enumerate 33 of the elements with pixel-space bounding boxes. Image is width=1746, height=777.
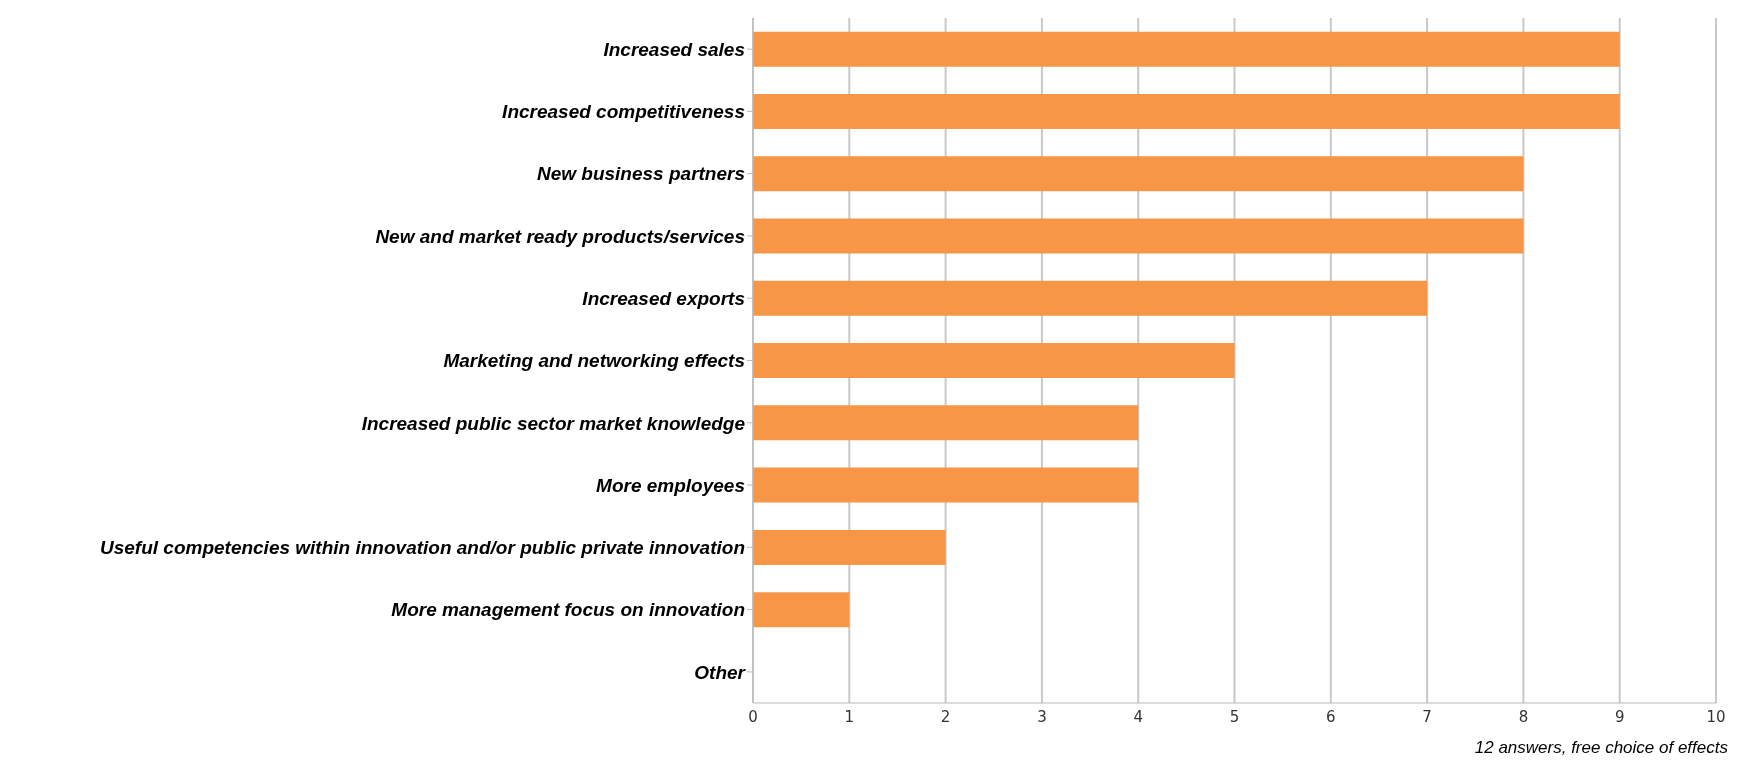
bar (753, 467, 1139, 503)
bar (753, 529, 946, 565)
x-tick-label: 0 (748, 707, 758, 726)
bar (753, 280, 1428, 316)
y-tick-label: Marketing and networking effects (443, 350, 745, 372)
y-tick-label: Increased public sector market knowledge (361, 412, 746, 434)
y-tick-label: New and market ready products/services (375, 225, 745, 247)
x-tick-label: 10 (1706, 707, 1726, 726)
x-tick-label: 2 (940, 707, 951, 726)
bar (753, 592, 850, 628)
bar (753, 218, 1524, 254)
y-tick-label: More employees (596, 474, 745, 496)
bar (753, 31, 1620, 67)
x-tick-label: 9 (1614, 707, 1625, 726)
x-tick-label: 6 (1326, 707, 1336, 726)
y-tick-label: More management focus on innovation (391, 599, 745, 621)
y-tick-label: New business partners (536, 163, 745, 185)
bar (753, 343, 1235, 379)
x-tick-label: 7 (1422, 707, 1432, 726)
x-tick-label: 8 (1518, 707, 1529, 726)
text: 12 answers, free choice of effects (1473, 738, 1728, 758)
bar (753, 156, 1524, 192)
y-tick-label: Increased exports (582, 287, 745, 309)
x-tick-label: 3 (1037, 707, 1047, 726)
y-tick-label: Other (694, 661, 747, 683)
x-tick-label: 1 (844, 707, 855, 726)
y-tick-label: Useful competencies within innovation and/or public private innovation (99, 537, 745, 559)
bar (753, 405, 1139, 441)
y-tick-label: Increased competitiveness (502, 101, 745, 123)
y-tick-label: Increased sales (603, 38, 745, 60)
x-tick-label: 5 (1229, 707, 1240, 726)
bar (753, 93, 1620, 129)
x-tick-label: 4 (1133, 707, 1143, 726)
